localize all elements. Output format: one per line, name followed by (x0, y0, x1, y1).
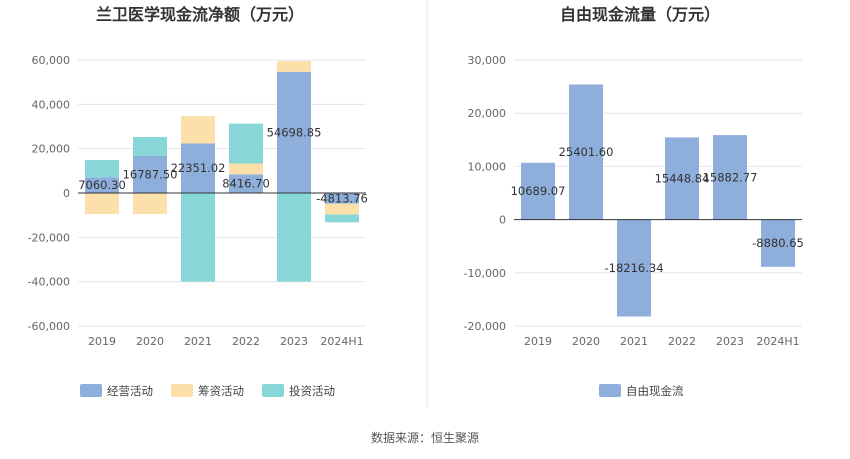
data-label: 15448.84 (655, 172, 710, 186)
free-cash-flow-chart: 自由现金流量（万元） 30,000 20,000 10,000 0 -10,000 -20,… (464, 5, 804, 398)
y-tick-label: -60,000 (28, 320, 70, 333)
y-tick-label: 0 (63, 187, 70, 200)
bar-投资活动 (277, 193, 311, 282)
y-tick-label: 30,000 (468, 54, 507, 67)
bar-自由现金流 (521, 162, 555, 220)
y-tick-label: 0 (499, 214, 506, 227)
legend-swatch[interactable] (599, 384, 621, 397)
bar-筹资活动 (229, 163, 263, 175)
x-tick-label: 2020 (136, 335, 164, 348)
x-tick-label: 2022 (668, 335, 696, 348)
legend-label[interactable]: 投资活动 (289, 384, 335, 398)
data-label: 25401.60 (559, 145, 614, 159)
data-label: 54698.85 (267, 125, 322, 139)
bar-投资活动 (85, 160, 119, 178)
bar-筹资活动 (325, 203, 359, 215)
bar-自由现金流 (665, 137, 699, 220)
data-label: -18216.34 (604, 261, 663, 275)
y-tick-label: -20,000 (28, 231, 70, 244)
data-source: 数据来源：恒生聚源 (371, 430, 479, 445)
bar-经营活动 (277, 71, 311, 193)
y-tick-label: -40,000 (28, 276, 70, 289)
data-label: 8416.70 (222, 177, 270, 191)
bar-经营活动 (181, 143, 215, 193)
y-tick-label: -10,000 (464, 267, 506, 280)
x-tick-label: 2024H1 (320, 335, 363, 348)
bar-投资活动 (229, 123, 263, 164)
bar-投资活动 (133, 136, 167, 156)
bar-自由现金流 (713, 135, 747, 220)
legend-swatch[interactable] (262, 384, 284, 397)
data-label: -4813.76 (316, 191, 368, 205)
chart-title: 兰卫医学现金流净额（万元） (96, 5, 304, 24)
bar-筹资活动 (133, 193, 167, 215)
y-tick-label: 20,000 (468, 107, 507, 120)
legend-swatch[interactable] (171, 384, 193, 397)
bar-自由现金流 (569, 84, 603, 220)
data-label: 22351.02 (171, 161, 226, 175)
bar-投资活动 (325, 214, 359, 223)
x-tick-label: 2022 (232, 335, 260, 348)
x-tick-label: 2021 (184, 335, 212, 348)
bar-经营活动 (85, 177, 119, 193)
x-tick-label: 2021 (620, 335, 648, 348)
bar-筹资活动 (277, 61, 311, 72)
data-label: 10689.07 (511, 184, 566, 198)
data-label: 7060.30 (78, 178, 126, 192)
legend-label[interactable]: 经营活动 (107, 384, 153, 398)
bar-投资活动 (181, 193, 215, 282)
legend-label[interactable]: 自由现金流 (626, 384, 684, 398)
y-tick-label: 60,000 (32, 54, 71, 67)
y-tick-label: 10,000 (468, 160, 507, 173)
x-tick-label: 2020 (572, 335, 600, 348)
bar-筹资活动 (181, 116, 215, 144)
legend-label[interactable]: 筹资活动 (198, 384, 244, 398)
bar-经营活动 (325, 193, 359, 204)
x-tick-label: 2024H1 (756, 335, 799, 348)
data-label: -8880.65 (752, 236, 804, 250)
bar-自由现金流 (761, 219, 795, 267)
bar-经营活动 (133, 155, 167, 193)
data-label: 16787.50 (123, 167, 178, 181)
y-tick-label: -20,000 (464, 320, 506, 333)
bar-筹资活动 (85, 193, 119, 215)
bar-经营活动 (229, 174, 263, 193)
x-tick-label: 2019 (88, 335, 116, 348)
y-tick-label: 40,000 (32, 98, 71, 111)
x-tick-label: 2023 (280, 335, 308, 348)
cash-flow-net-chart: 兰卫医学现金流净额（万元） 60,000 40,000 20,000 0 -20,000 -… (28, 5, 368, 398)
bar-自由现金流 (617, 219, 651, 317)
chart-title: 自由现金流量（万元） (560, 5, 720, 24)
x-tick-label: 2019 (524, 335, 552, 348)
y-tick-label: 20,000 (32, 143, 71, 156)
legend-swatch[interactable] (80, 384, 102, 397)
data-label: 15882.77 (703, 170, 758, 184)
x-tick-label: 2023 (716, 335, 744, 348)
